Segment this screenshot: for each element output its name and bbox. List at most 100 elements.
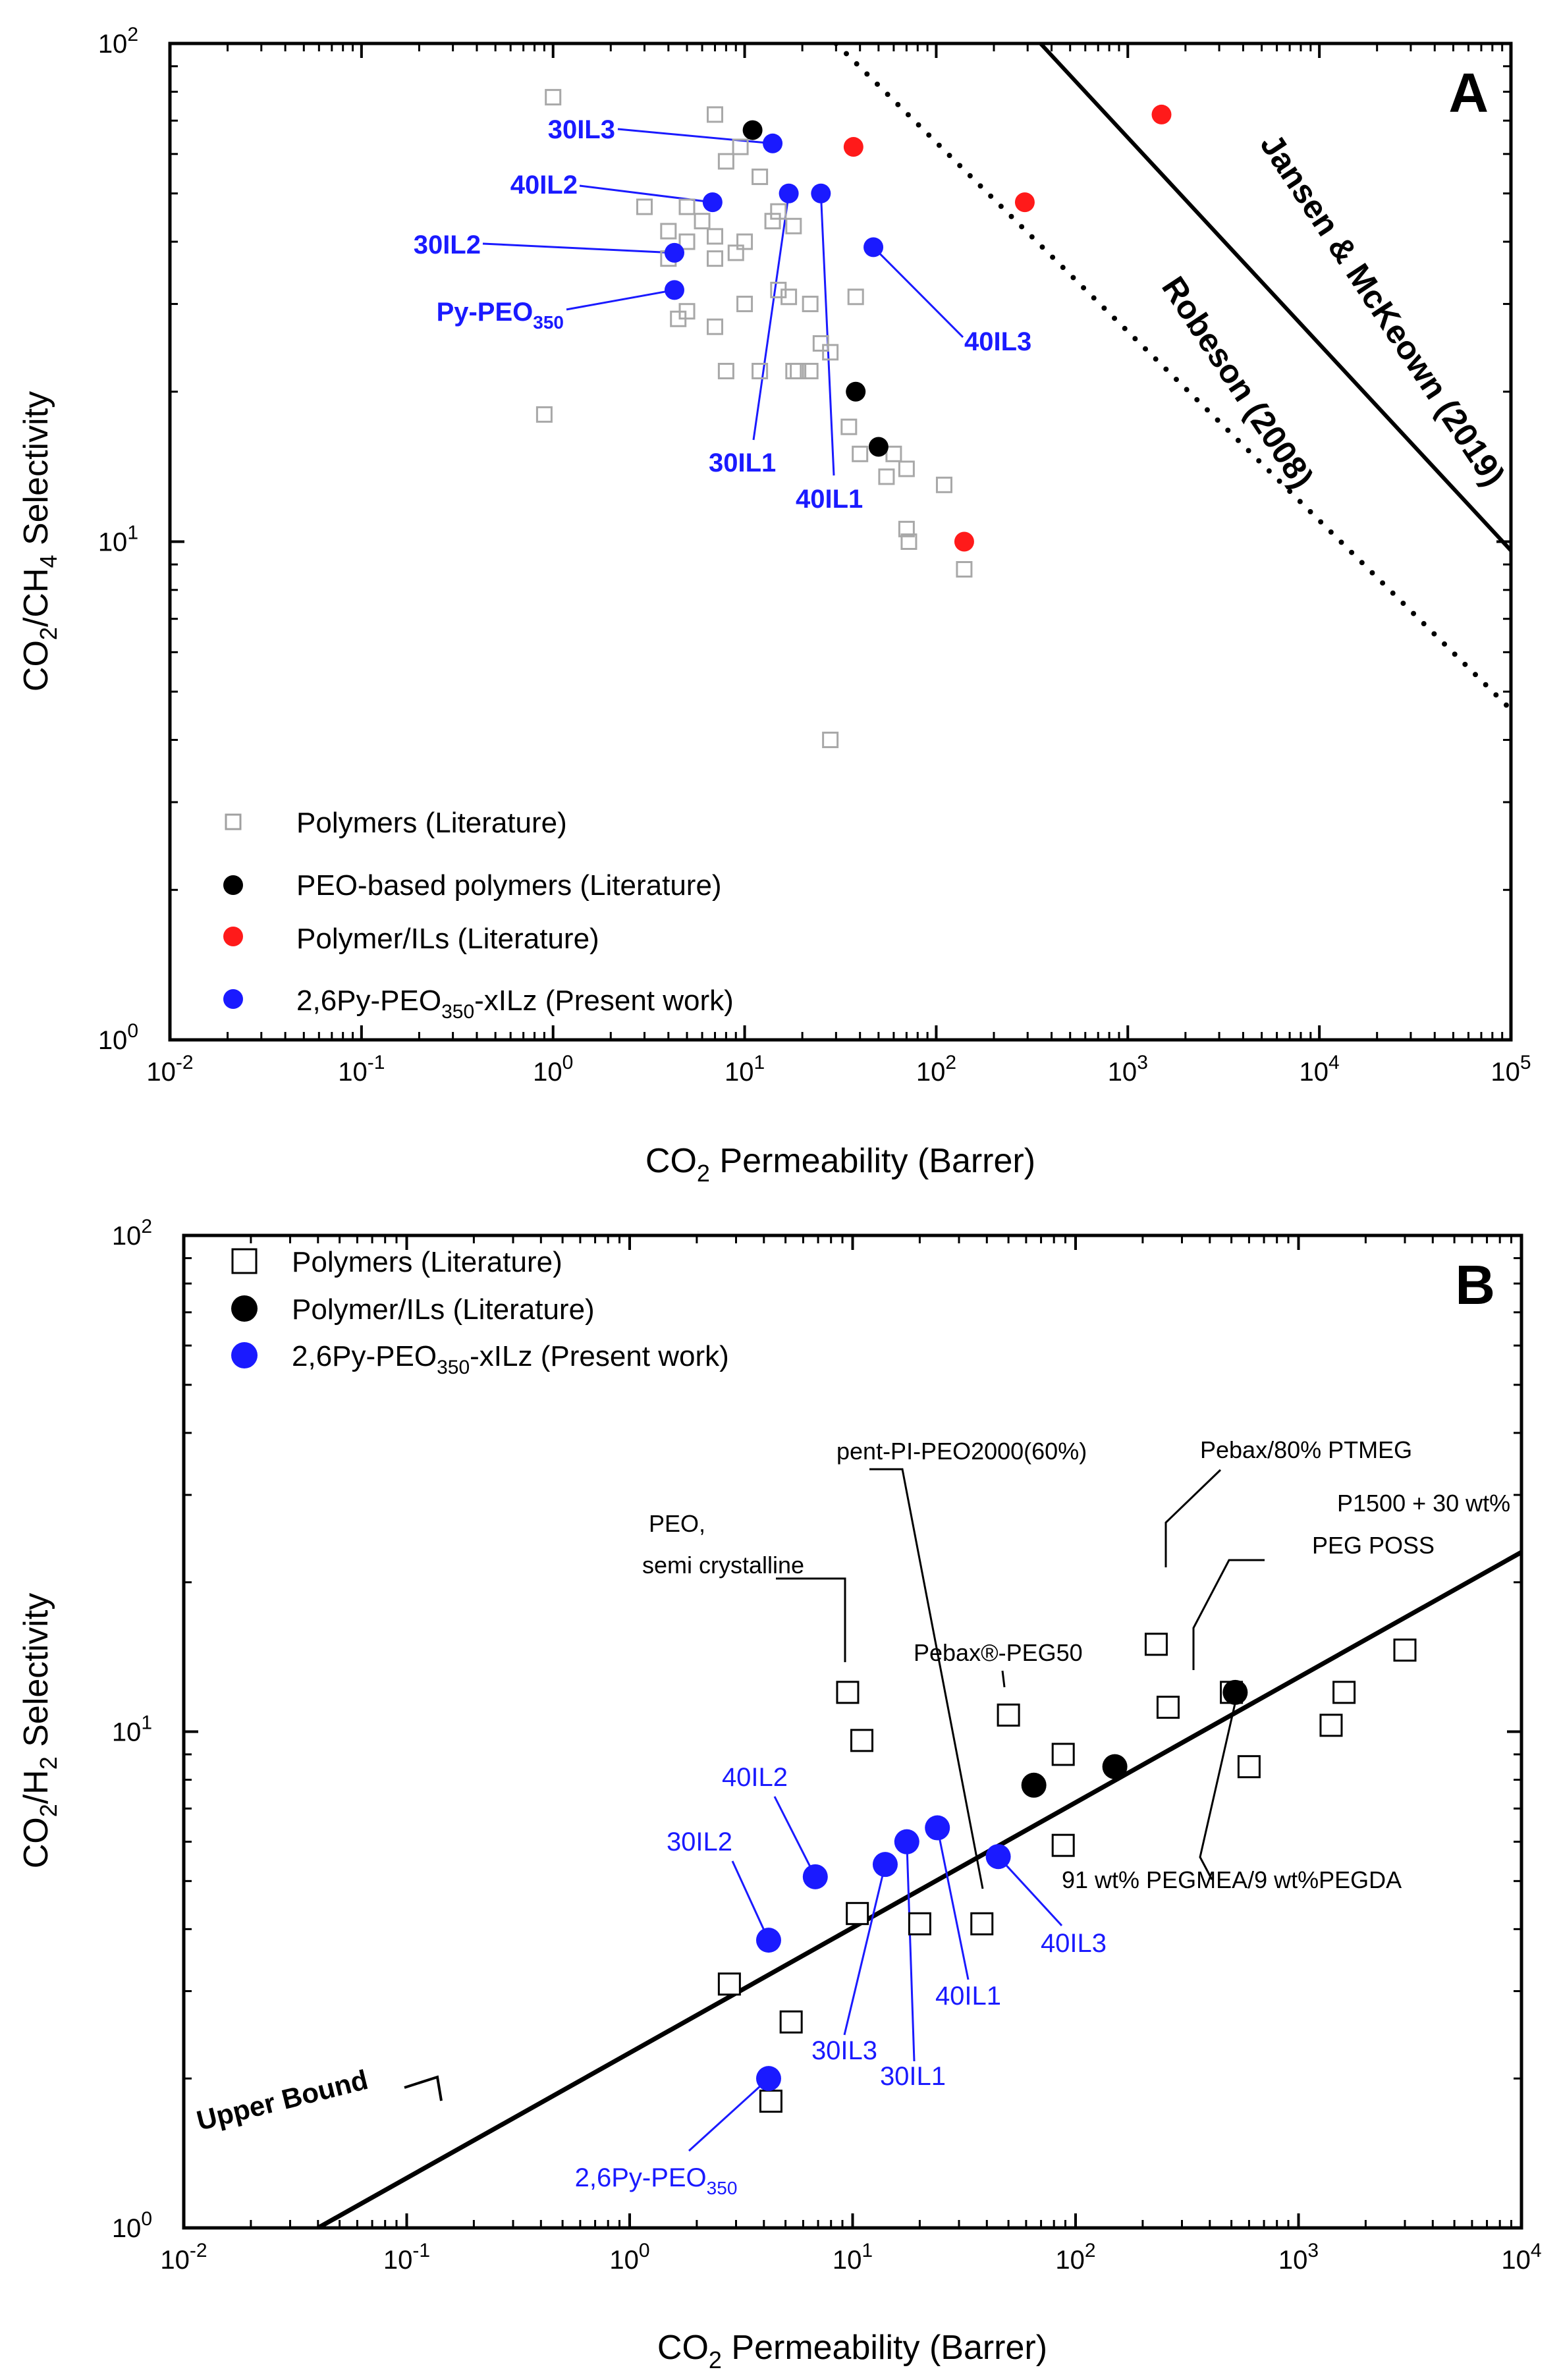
point-a-polymer [678,233,696,250]
legend-b-polymers: Polymers (Literature) [292,1246,562,1278]
label-a-40il1: 40IL1 [796,485,863,514]
panel-label-a: A [1448,62,1489,124]
upper-bound-line-0 [1039,43,1511,552]
point-a-circle-black-0 [742,120,763,140]
point-b-polymer [908,1912,931,1935]
point-b-polymer [1144,1633,1168,1656]
label-a-pypeo: Py-PEO350 [437,298,564,333]
x-tick-label-a-3: 101 [725,1052,765,1087]
point-b-polymer [1051,1743,1075,1766]
upper-bound-pointer [404,2075,443,2101]
x-tick-label-a-4: 102 [916,1052,956,1087]
annotation-leader-2 [1164,1469,1222,1567]
label-b-30il2: 30IL2 [667,1827,732,1856]
legend-a-peo: PEO-based polymers (Literature) [296,869,722,902]
label-a-30il3: 30IL3 [548,115,615,144]
label-a-40il3: 40IL3 [964,327,1031,356]
point-b-circle-black-0 [1021,1772,1047,1798]
legend-marker-b-polymers [231,1248,258,1274]
point-a-circle-black-1 [846,381,866,402]
point-a-circle-blue-1 [702,192,723,213]
point-b-polymer [850,1729,874,1752]
point-b-polymer [1237,1755,1261,1779]
point-a-circle-blue-5 [811,183,831,203]
point-a-polymer [898,460,915,477]
legend-marker-a-ils [223,927,243,946]
point-a-polymer [717,153,734,170]
point-b-polymer [1051,1833,1075,1857]
point-a-circle-red-3 [1151,104,1172,124]
point-b-polymer [1319,1714,1343,1737]
point-a-polymer [752,362,769,379]
point-a-polymer [764,213,781,230]
label-b-30il1: 30IL1 [880,2062,946,2091]
y-axis-label-a: CO2/CH4 Selectivity [17,391,62,691]
leader-a-5 [819,193,835,476]
point-a-polymer [900,533,917,550]
leader-b-3 [906,1841,916,2062]
point-a-circle-blue-6 [863,237,884,257]
x-tick-label-a-5: 103 [1108,1052,1148,1087]
point-b-circle-black-1 [1102,1754,1128,1779]
label-a-30il2: 30IL2 [414,230,481,259]
point-b-circle-black-2 [1222,1679,1248,1705]
x-tick-label-b-2: 100 [609,2240,649,2275]
point-a-circle-red-2 [954,531,974,552]
axis-ticks-a: 10-2 10-1 100 101 102 103 104 105 100 101 102 [98,24,1531,1087]
point-a-circle-red-1 [1014,192,1035,213]
point-b-polymer [717,1972,741,1996]
annotation-p1500-1: P1500 + 30 wt% [1337,1490,1510,1517]
legend-marker-a-present [223,989,243,1009]
point-a-polymer [732,138,749,155]
point-a-polymer [790,362,807,379]
data-points-b [717,1633,1417,2113]
point-a-polymer [885,445,902,462]
legend-a-ils: Polymer/ILs (Literature) [296,923,599,955]
x-tick-label-a-0: 10-2 [146,1052,193,1087]
leader-b-5 [997,1856,1063,1927]
annotation-peo-1: PEO, [649,1510,705,1537]
panel-label-b: B [1455,1254,1495,1316]
point-b-circle-blue-0 [755,1928,781,1953]
y-axis-label-b: CO2/H2 Selectivity [17,1593,62,1869]
point-a-polymer [670,310,687,327]
x-tick-label-b-3: 101 [833,2240,873,2275]
point-a-polymer [707,228,724,245]
annotation-pegmea: 91 wt% PEGMEA/9 wt%PEGDA [1062,1866,1402,1893]
legend-a: Polymers (Literature) PEO-based polymers… [223,807,734,1023]
annotation-peo-2: semi crystalline [642,1552,804,1579]
point-b-polymer [846,1902,869,1926]
point-b-polymer [779,2010,803,2034]
point-a-polymer [535,406,553,423]
annotation-pebax50: Pebax®-PEG50 [914,1639,1083,1666]
point-b-polymer [759,2090,782,2113]
annotation-leader-1 [869,1468,984,1889]
legend-marker-a-polymers [225,813,242,830]
point-b-polymer [997,1703,1020,1727]
x-tick-label-a-1: 10-1 [338,1052,385,1087]
point-a-polymer [898,520,915,537]
y-tick-label-a-2: 102 [98,24,138,59]
label-b-30il3: 30IL3 [811,2036,877,2065]
point-b-polymer [1156,1695,1180,1719]
leader-a-4 [752,193,790,441]
point-b-circle-blue-1 [802,1864,828,1889]
x-tick-label-b-6: 104 [1501,2240,1541,2275]
point-a-polymer [707,106,724,123]
point-a-polymer [812,335,829,352]
upper-bound-line-1 [833,43,1511,713]
legend-marker-a-peo [223,875,243,895]
point-a-circle-black-2 [868,437,889,457]
legend-a-present: 2,6Py-PEO350-xILz (Present work) [296,985,734,1023]
point-b-circle-blue-5 [985,1844,1011,1870]
point-a-polymer [736,296,753,313]
point-b-circle-blue-4 [925,1815,950,1841]
y-tick-label-a-0: 100 [98,1020,138,1055]
point-b-polymer [970,1912,994,1935]
point-a-polymer [678,198,696,215]
point-a-polymer [707,318,724,335]
point-a-polymer [935,476,952,493]
leader-b-0 [731,1860,770,1941]
legend-b-ils: Polymer/ILs (Literature) [292,1293,595,1326]
